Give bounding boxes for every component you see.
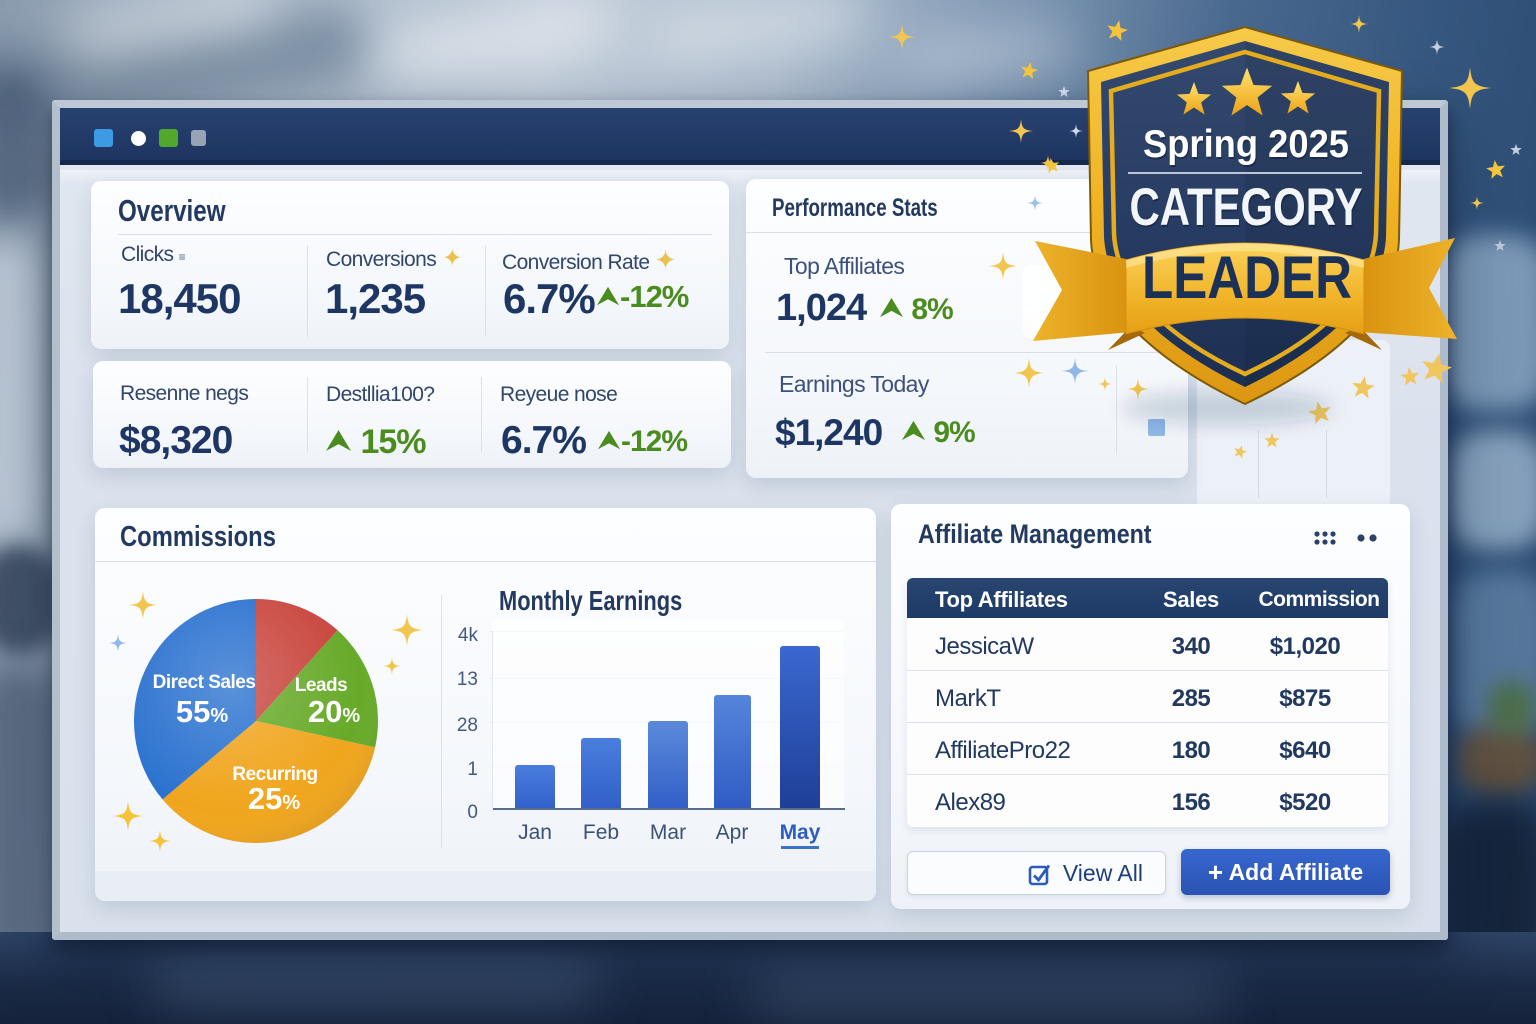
svg-text:LEADER: LEADER [1142,244,1352,311]
svg-text:CATEGORY: CATEGORY [1130,178,1363,237]
svg-text:Leads: Leads [295,675,347,696]
svg-text:Spring 2025: Spring 2025 [1144,125,1350,168]
svg-text:Recurring: Recurring [232,764,317,785]
svg-text:Spring 2025: Spring 2025 [1143,123,1349,166]
svg-text:Direct Sales: Direct Sales [153,672,256,693]
svg-text:CATEGORY: CATEGORY [1131,180,1364,239]
